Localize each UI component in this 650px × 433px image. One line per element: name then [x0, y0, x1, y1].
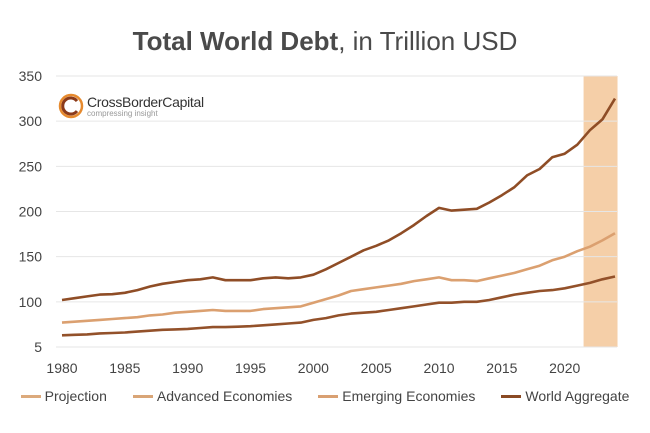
legend-label: World Aggregate — [525, 388, 630, 404]
legend-item-advanced-economies[interactable]: Advanced Economies — [132, 388, 293, 404]
series-line-emerging-economies — [61, 232, 616, 324]
x-tick-label: 2020 — [549, 360, 580, 376]
y-tick-label: 350 — [19, 68, 43, 84]
chart-title: Total World Debt, in Trillion USD — [0, 26, 650, 57]
legend-swatch — [501, 394, 522, 398]
logo-brand-bold: CrossBorder — [87, 93, 163, 110]
x-tick-label: 2015 — [486, 360, 517, 376]
legend-label: Advanced Economies — [156, 388, 293, 404]
y-tick-label: 250 — [19, 158, 43, 174]
series-line-advanced-economies — [61, 275, 616, 337]
legend: Projection Advanced Economies Emerging E… — [0, 388, 650, 404]
x-tick-label: 1995 — [235, 360, 266, 376]
logo-tagline: compressing insight — [87, 108, 158, 118]
y-tick-label: 5 — [34, 339, 42, 355]
x-tick-label: 1985 — [109, 360, 140, 376]
legend-item-projection[interactable]: Projection — [20, 388, 107, 404]
x-tick-label: 2000 — [298, 360, 329, 376]
title-bold: Total World Debt — [132, 26, 339, 56]
title-rest: , in Trillion USD — [338, 26, 518, 56]
x-tick-label: 2010 — [423, 360, 454, 376]
legend-item-emerging-economies[interactable]: Emerging Economies — [318, 388, 475, 404]
legend-label: Projection — [44, 388, 107, 404]
logo-name: CrossBorderCapital — [87, 95, 204, 109]
legend-item-world-aggregate[interactable]: World Aggregate — [501, 388, 629, 404]
legend-swatch — [318, 394, 339, 398]
x-tick-label: 2005 — [361, 360, 392, 376]
legend-label: Emerging Economies — [342, 388, 476, 404]
y-tick-label: 200 — [19, 204, 43, 220]
y-tick-label: 300 — [19, 113, 43, 129]
x-tick-label: 1980 — [46, 360, 77, 376]
logo-swirl-icon — [58, 93, 84, 119]
y-tick-label: 100 — [19, 294, 43, 310]
legend-swatch — [20, 394, 41, 398]
x-tick-label: 1990 — [172, 360, 203, 376]
crossborder-logo: CrossBorderCapital compressing insight — [58, 93, 204, 119]
y-tick-label: 150 — [19, 249, 43, 265]
logo-brand-rest: Capital — [162, 93, 204, 110]
legend-swatch — [132, 394, 153, 398]
series-line-world-aggregate — [61, 97, 617, 302]
